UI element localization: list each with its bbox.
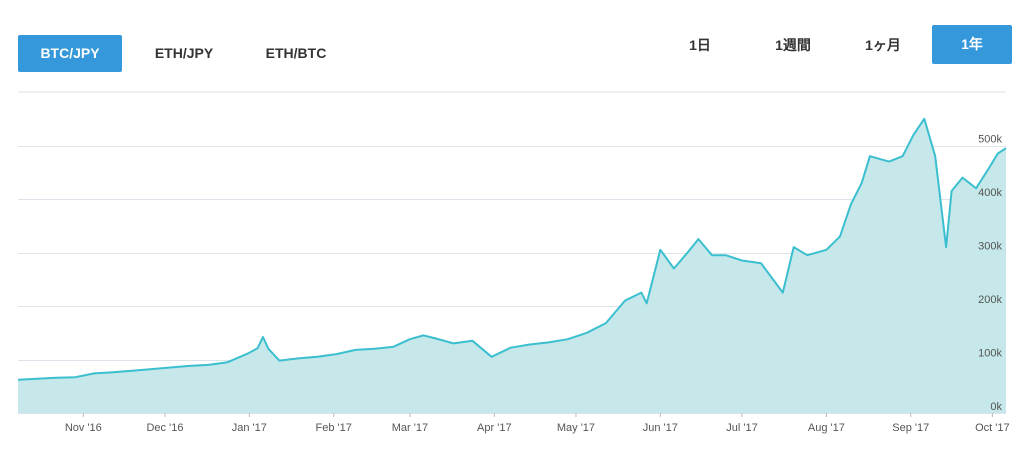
x-tick-label: May '17: [557, 422, 595, 434]
series-line: [17, 117, 1007, 381]
x-tick-label: Mar '17: [392, 422, 428, 434]
x-tick-label: Jun '17: [643, 422, 678, 434]
x-tick-label: Oct '17: [975, 422, 1010, 434]
y-tick-label: 300k: [978, 241, 1002, 253]
range-button-1-day[interactable]: 1日: [689, 37, 711, 53]
range-button-1-week[interactable]: 1週間: [775, 37, 811, 53]
pair-tab-eth-jpy[interactable]: ETH/JPY: [154, 45, 214, 61]
y-tick-label: 500k: [978, 134, 1002, 146]
x-tick-label: Nov '16: [65, 422, 102, 434]
y-tick-label: 200k: [978, 294, 1002, 306]
pair-tab-eth-btc[interactable]: ETH/BTC: [265, 45, 327, 61]
y-tick-label: 0k: [990, 401, 1002, 413]
x-tick-label: Sep '17: [892, 422, 929, 434]
x-tick-label: Feb '17: [316, 422, 352, 434]
range-button-1-year[interactable]: 1年: [932, 25, 1012, 64]
series-area: [18, 118, 1006, 414]
y-tick-label: 100k: [978, 348, 1002, 360]
x-tick-label: Jan '17: [232, 422, 267, 434]
pair-tab-btc-jpy[interactable]: BTC/JPY: [18, 35, 122, 72]
x-tick-label: Dec '16: [146, 422, 183, 434]
range-button-1-month[interactable]: 1ヶ月: [865, 37, 901, 53]
x-tick-label: Jul '17: [726, 422, 757, 434]
x-tick-label: Aug '17: [808, 422, 845, 434]
x-tick-label: Apr '17: [477, 422, 512, 434]
y-tick-label: 400k: [978, 187, 1002, 199]
